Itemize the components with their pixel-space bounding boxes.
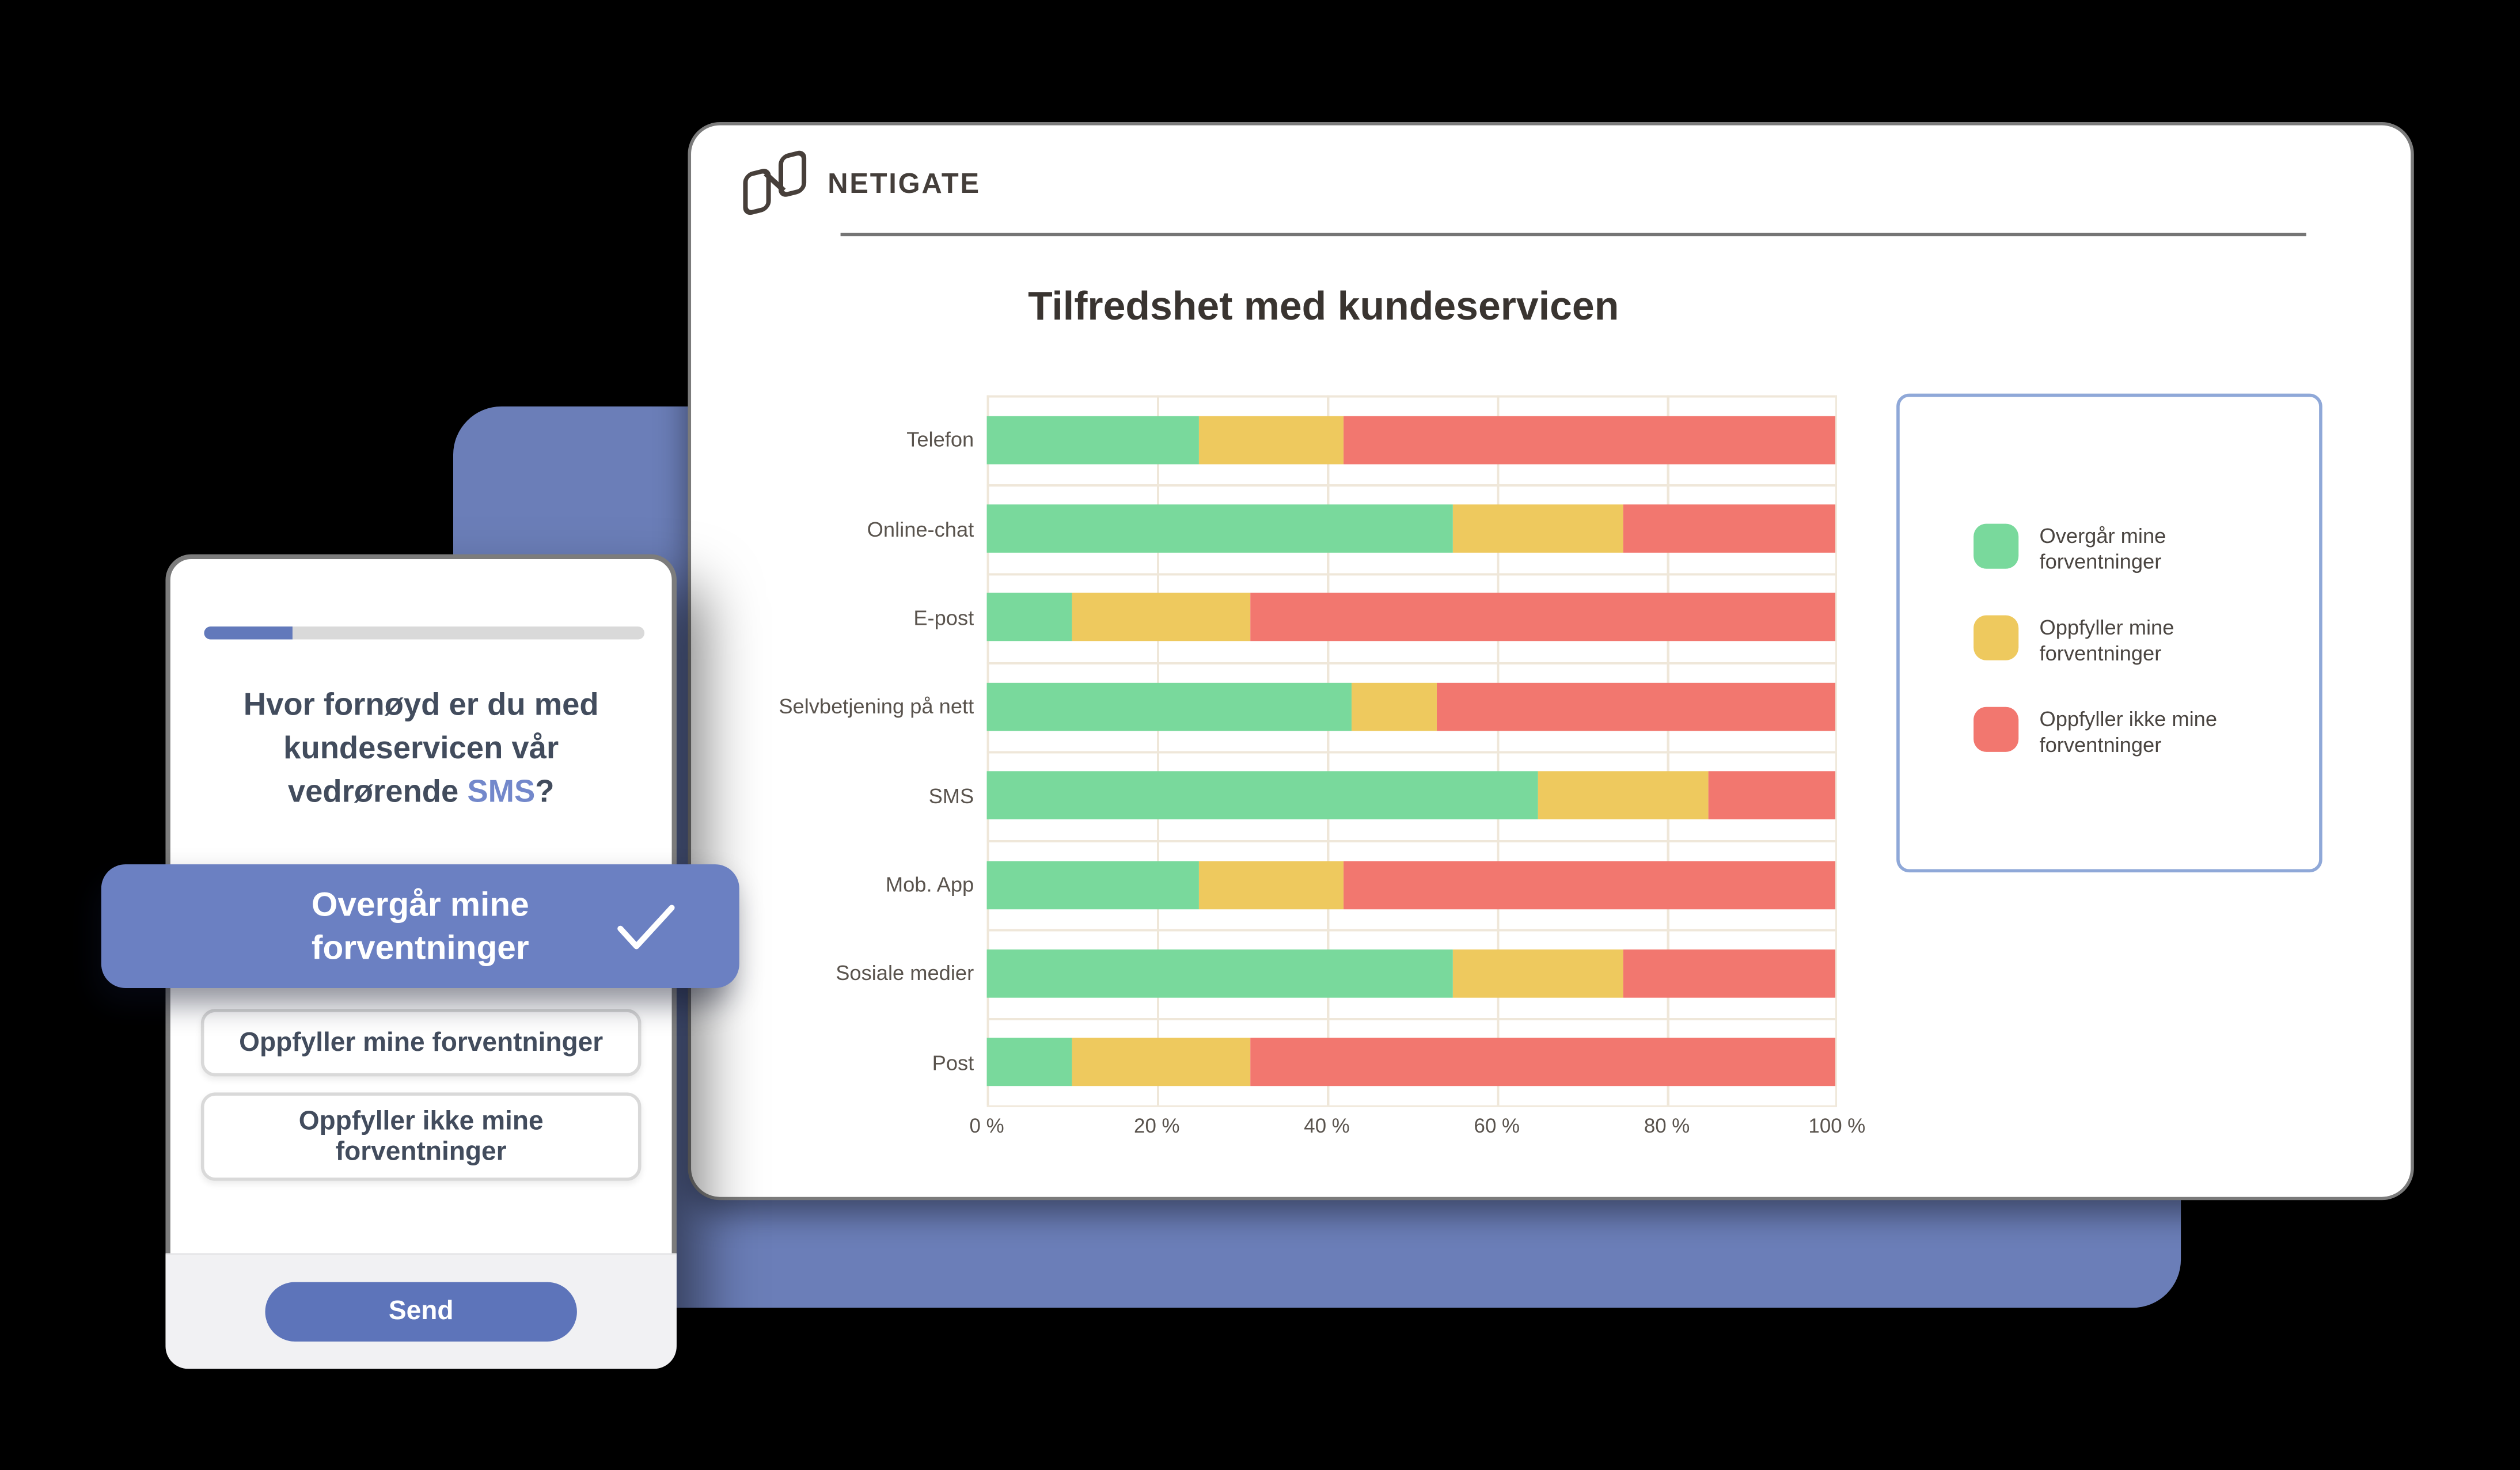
question-line: vedrørende SMS? (287, 774, 555, 810)
bar-row (986, 751, 1836, 840)
bar-segment (986, 1038, 1072, 1087)
legend-item: Overgår mine forventninger (1974, 523, 2319, 576)
chart-title: Tilfredshet med kundeservicen (1028, 284, 1619, 329)
category-label: Mob. App (885, 872, 974, 897)
bar-row (986, 395, 1836, 484)
bar-segment (1623, 504, 1836, 553)
category-label: E-post (913, 605, 974, 630)
legend-item: Oppfyller mine forventninger (1974, 614, 2319, 667)
legend-item: Oppfyller ikke mine forventninger (1974, 706, 2319, 759)
progress-bar (204, 626, 645, 640)
bar-segment (986, 682, 1352, 731)
legend-label: Oppfyller ikke mine forventninger (2039, 706, 2218, 757)
legend-swatch (1974, 523, 2019, 568)
bar-row (986, 662, 1836, 751)
category-label: Selvbetjening på nett (779, 694, 974, 719)
stacked-bar (986, 504, 1836, 553)
bar-segment (986, 593, 1072, 642)
stacked-bar (986, 415, 1836, 464)
bar-segment (1538, 771, 1709, 820)
x-tick-label: 40 % (1304, 1115, 1350, 1138)
bar-segment (1453, 949, 1623, 998)
bar-segment (1352, 682, 1437, 731)
option-button-meets-expectations[interactable]: Oppfyller mine forventninger (200, 1009, 642, 1077)
category-label: Telefon (906, 427, 974, 452)
bar-segment (1453, 504, 1623, 553)
bar-segment (986, 949, 1453, 998)
x-tick-label: 80 % (1644, 1115, 1690, 1138)
netigate-logo-icon (743, 150, 807, 215)
option-button-exceeds-expectations-selected[interactable]: Overgår mine forventninger (101, 864, 739, 988)
bar-segment (1198, 860, 1344, 909)
brand-name: NETIGATE (828, 166, 981, 199)
bar-segment (1623, 949, 1836, 998)
stacked-bar (986, 593, 1836, 642)
bar-segment (1250, 593, 1836, 642)
send-button[interactable]: Send (265, 1282, 577, 1342)
legend-swatch (1974, 706, 2019, 751)
bar-row (986, 573, 1836, 662)
bar-segment (1436, 682, 1836, 731)
bar-row (986, 484, 1836, 573)
bar-segment (986, 771, 1539, 820)
category-label: Sosiale medier (836, 961, 974, 986)
bar-segment (986, 504, 1453, 553)
legend-label: Oppfyller mine forventninger (2039, 614, 2174, 666)
chart-legend: Overgår mine forventninger Oppfyller mine… (1896, 393, 2322, 873)
stacked-bar (986, 682, 1836, 731)
category-label: SMS (928, 783, 974, 808)
dashboard-card: NETIGATE Tilfredshet med kundeservicen T… (688, 122, 2414, 1201)
stacked-bar (986, 771, 1836, 820)
chart-x-axis: 0 % 20 % 40 % 60 % 80 % 100 % (969, 1115, 1865, 1147)
stacked-bar (986, 1038, 1836, 1087)
header-divider (840, 233, 2306, 237)
category-label: Post (932, 1050, 974, 1075)
category-label: Online-chat (867, 516, 974, 541)
phone-footer: Send (165, 1253, 677, 1369)
bar-segment (1250, 1038, 1836, 1087)
bar-segment (1071, 1038, 1250, 1087)
bar-row (986, 1018, 1836, 1107)
bar-segment (986, 415, 1199, 464)
chart-plot (986, 395, 1837, 1107)
bar-segment (1708, 771, 1836, 820)
question-highlight: SMS (467, 774, 536, 810)
option-button-does-not-meet-expectations[interactable]: Oppfyller ikke mine forventninger (200, 1092, 642, 1181)
legend-label: Overgår mine forventninger (2039, 523, 2166, 574)
stacked-bar (986, 949, 1836, 998)
x-tick-label: 100 % (1808, 1115, 1866, 1138)
bar-row (986, 929, 1836, 1018)
bar-segment (1198, 415, 1344, 464)
chart-category-labels: Telefon Online-chat E-post Selvbetjening på… (691, 395, 974, 1107)
bar-segment (1343, 415, 1836, 464)
stacked-bar (986, 860, 1836, 909)
brand-logo: NETIGATE (739, 145, 981, 222)
x-tick-label: 60 % (1474, 1115, 1520, 1138)
legend-swatch (1974, 614, 2019, 660)
bar-row (986, 840, 1836, 929)
question-line: Hvor fornøyd er du med (243, 687, 599, 723)
checkmark-icon (617, 904, 675, 949)
bar-segment (1071, 593, 1250, 642)
progress-fill (204, 626, 293, 640)
bar-segment (1343, 860, 1836, 909)
x-tick-label: 0 % (969, 1115, 1004, 1138)
survey-question: Hvor fornøyd er du med kundeservicen vår… (170, 685, 672, 815)
bar-segment (986, 860, 1199, 909)
x-tick-label: 20 % (1134, 1115, 1180, 1138)
question-line: kundeservicen vår (283, 731, 559, 766)
